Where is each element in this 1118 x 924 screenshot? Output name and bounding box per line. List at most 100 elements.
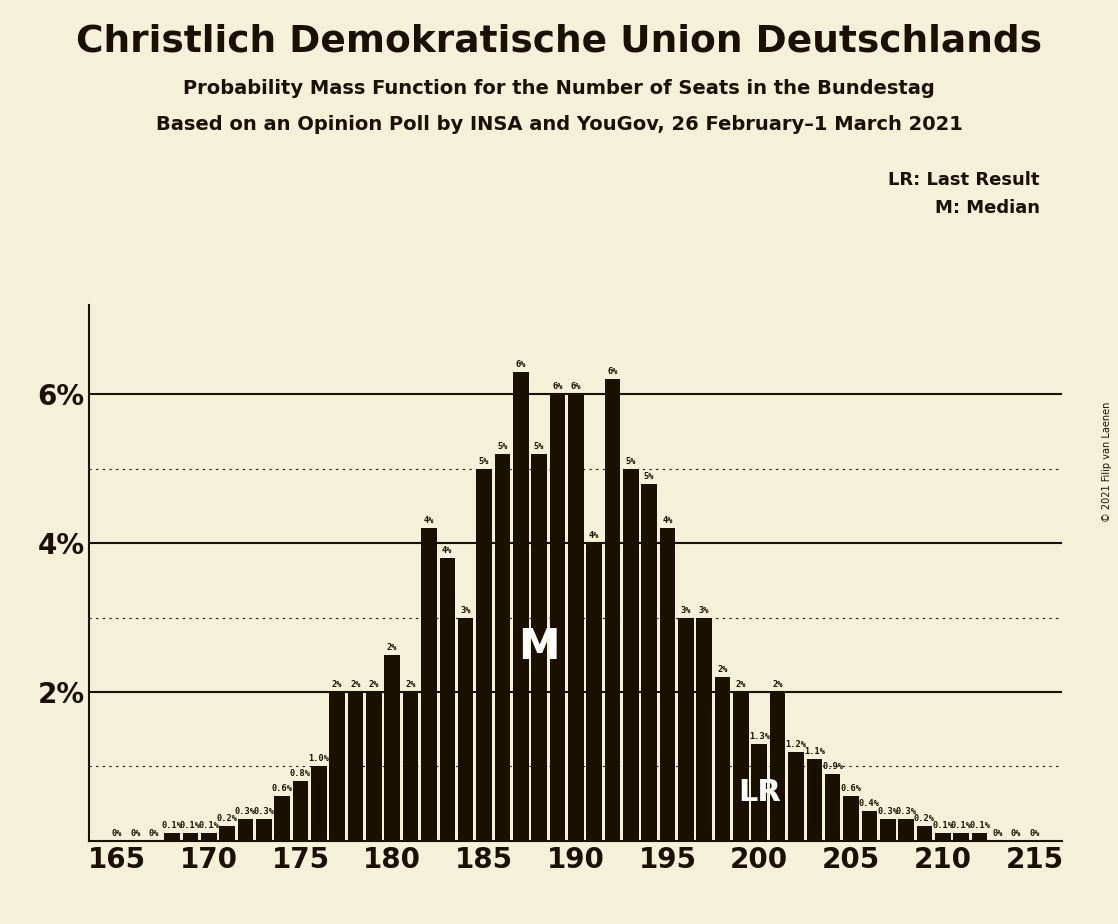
Text: LR: LR	[738, 778, 780, 807]
Bar	[770, 692, 786, 841]
Text: 4%: 4%	[662, 517, 673, 525]
Text: 0%: 0%	[993, 829, 1003, 838]
Bar	[623, 468, 638, 841]
Text: 5%: 5%	[644, 471, 654, 480]
Bar	[182, 833, 198, 841]
Text: 0.3%: 0.3%	[896, 807, 917, 816]
Text: 1.1%: 1.1%	[804, 747, 825, 756]
Bar	[843, 796, 859, 841]
Text: 0%: 0%	[130, 829, 141, 838]
Bar	[806, 759, 822, 841]
Bar	[494, 454, 510, 841]
Bar	[421, 529, 437, 841]
Text: 0.3%: 0.3%	[878, 807, 898, 816]
Text: 0.3%: 0.3%	[254, 807, 274, 816]
Text: 0.4%: 0.4%	[859, 799, 880, 808]
Text: 0%: 0%	[149, 829, 159, 838]
Bar	[586, 543, 601, 841]
Bar	[164, 833, 180, 841]
Text: 2%: 2%	[332, 680, 342, 689]
Bar	[714, 677, 730, 841]
Text: 0.3%: 0.3%	[235, 807, 256, 816]
Text: Based on an Opinion Poll by INSA and YouGov, 26 February–1 March 2021: Based on an Opinion Poll by INSA and You…	[155, 116, 963, 135]
Bar	[972, 833, 987, 841]
Text: 5%: 5%	[533, 442, 544, 451]
Bar	[935, 833, 950, 841]
Text: 2%: 2%	[387, 643, 398, 651]
Text: 1.3%: 1.3%	[749, 732, 770, 741]
Bar	[862, 811, 878, 841]
Bar	[880, 819, 896, 841]
Text: 6%: 6%	[607, 368, 618, 376]
Text: 3%: 3%	[681, 605, 691, 614]
Text: 4%: 4%	[589, 531, 599, 541]
Bar	[788, 751, 804, 841]
Text: 4%: 4%	[442, 546, 453, 555]
Text: 1.0%: 1.0%	[309, 754, 330, 763]
Text: 0.1%: 0.1%	[161, 821, 182, 831]
Text: 0.8%: 0.8%	[290, 770, 311, 778]
Text: 3%: 3%	[699, 605, 710, 614]
Bar	[679, 617, 693, 841]
Text: 0.2%: 0.2%	[217, 814, 238, 823]
Bar	[568, 395, 584, 841]
Text: Probability Mass Function for the Number of Seats in the Bundestag: Probability Mass Function for the Number…	[183, 79, 935, 98]
Bar	[293, 782, 309, 841]
Bar	[366, 692, 381, 841]
Text: 3%: 3%	[461, 605, 471, 614]
Text: 0%: 0%	[1030, 829, 1040, 838]
Bar	[311, 766, 326, 841]
Text: 2%: 2%	[773, 680, 783, 689]
Bar	[550, 395, 566, 841]
Text: LR: Last Result: LR: Last Result	[888, 171, 1040, 188]
Bar	[751, 744, 767, 841]
Bar	[256, 819, 272, 841]
Bar	[219, 826, 235, 841]
Text: 0.1%: 0.1%	[932, 821, 954, 831]
Text: 2%: 2%	[736, 680, 746, 689]
Bar	[660, 529, 675, 841]
Text: 2%: 2%	[369, 680, 379, 689]
Text: © 2021 Filip van Laenen: © 2021 Filip van Laenen	[1102, 402, 1112, 522]
Bar	[825, 774, 841, 841]
Bar	[898, 819, 913, 841]
Text: 0.1%: 0.1%	[969, 821, 991, 831]
Bar	[642, 483, 657, 841]
Text: 5%: 5%	[498, 442, 508, 451]
Text: 5%: 5%	[479, 456, 490, 466]
Text: 6%: 6%	[515, 360, 525, 369]
Text: 1.2%: 1.2%	[786, 739, 806, 748]
Bar	[201, 833, 217, 841]
Text: 0.6%: 0.6%	[841, 784, 862, 793]
Bar	[238, 819, 254, 841]
Text: 0.1%: 0.1%	[180, 821, 201, 831]
Bar	[402, 692, 418, 841]
Bar	[348, 692, 363, 841]
Bar	[476, 468, 492, 841]
Text: Christlich Demokratische Union Deutschlands: Christlich Demokratische Union Deutschla…	[76, 23, 1042, 59]
Text: 0%: 0%	[1011, 829, 1022, 838]
Text: 0.1%: 0.1%	[950, 821, 972, 831]
Text: 0%: 0%	[112, 829, 122, 838]
Bar	[513, 371, 529, 841]
Bar	[531, 454, 547, 841]
Bar	[439, 558, 455, 841]
Text: 5%: 5%	[626, 456, 636, 466]
Bar	[274, 796, 290, 841]
Text: M: Median: M: Median	[935, 199, 1040, 216]
Bar	[330, 692, 345, 841]
Text: 2%: 2%	[718, 665, 728, 675]
Text: 6%: 6%	[570, 383, 581, 391]
Bar	[954, 833, 969, 841]
Text: 0.6%: 0.6%	[272, 784, 293, 793]
Text: 6%: 6%	[552, 383, 562, 391]
Text: 0.1%: 0.1%	[198, 821, 219, 831]
Bar	[697, 617, 712, 841]
Bar	[917, 826, 932, 841]
Bar	[605, 380, 620, 841]
Text: 2%: 2%	[350, 680, 361, 689]
Text: M: M	[519, 626, 560, 668]
Bar	[733, 692, 749, 841]
Text: 0.9%: 0.9%	[822, 762, 843, 771]
Text: 4%: 4%	[424, 517, 434, 525]
